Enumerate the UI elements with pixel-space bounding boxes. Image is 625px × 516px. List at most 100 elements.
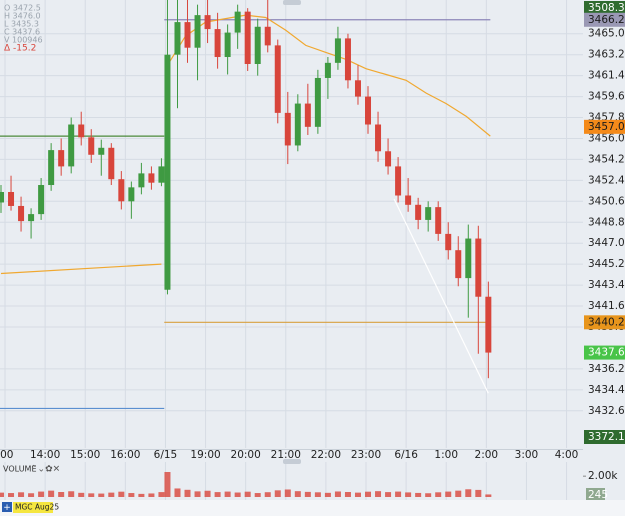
add-button[interactable] [2,502,12,512]
candle-body [234,11,241,33]
volume-badge [586,488,605,501]
volume-bar [375,491,382,497]
volume-bar [0,492,5,497]
price-badge-label: 3372.1 [588,431,625,443]
volume-bar [455,490,462,497]
drag-handle[interactable] [283,0,301,5]
candle-body [455,250,462,279]
candle-body [284,112,291,146]
x-tick-label: 14:00 [30,449,60,461]
y-tick-label: 3448.8 [588,216,625,228]
volume-bar [324,492,331,497]
volume-bar [264,492,271,497]
y-tick-label: 3441.6 [588,300,625,312]
candle-body [138,173,145,188]
x-tick-label: 23:00 [351,449,381,461]
candle-body [415,204,422,220]
candle-body [214,29,221,58]
candle-body [264,26,271,46]
y-tick-label: 3456.0 [588,132,625,144]
price-badge-label: 3466.2 [588,14,625,26]
drag-handle[interactable] [283,459,301,464]
volume-bar [415,492,422,497]
y-tick-label: 3436.2 [588,363,625,375]
price-badge-label: 3457.0 [588,121,625,133]
symbol: MGC Aug25 [15,503,59,512]
volume-bar [425,493,432,497]
volume-bar [68,491,75,497]
overlay-line [166,14,491,137]
volume-bar [254,493,261,497]
candle-body [108,147,115,180]
y-tick-label: 3450.6 [588,195,625,207]
volume-bar [214,492,221,497]
y-tick-label: 3443.4 [588,279,625,291]
info-close: C 3437.6 [4,28,40,37]
volume-bar [174,488,181,497]
candle-body [274,45,281,113]
candle-body [254,26,261,65]
volume-bar [365,491,372,497]
volume-bar [314,492,321,497]
info-high: H 3476.0 [4,12,41,21]
status-bar [0,500,625,516]
volume-bar [88,493,95,497]
x-tick-label: 2:00 [475,449,499,461]
volume-bar [128,493,135,497]
price-badge-label: 3508.3 [588,2,625,14]
candle-body [224,32,231,58]
volume-bar [194,491,201,497]
volume-bar [475,489,482,497]
candle-body [98,147,105,155]
volume-bar [158,492,165,497]
x-tick-label: 4:00 [555,449,579,461]
x-tick-label: 6/15 [154,449,178,461]
candle-body [314,77,321,127]
y-tick-label: 3432.6 [588,405,625,417]
candle-body [0,192,5,203]
candle-body [324,62,331,78]
candle-body [475,238,482,297]
candle-body [158,166,165,183]
candle-body [304,103,311,127]
candle-body [118,179,125,202]
candle-body [128,187,135,202]
candle-body [354,80,361,97]
candle-body [344,38,351,81]
volume-bar [445,491,452,497]
volume-bar [244,491,251,497]
volume-bar [28,493,35,497]
volume-bar [405,492,412,497]
candle-body [164,54,171,290]
volume-bar [8,493,15,497]
y-tick-label: 3447.0 [588,237,625,249]
price-badge [584,119,625,134]
volume-bar [344,492,351,497]
x-tick-label: 15:00 [70,449,100,461]
volume-bar [485,494,492,497]
pane-divider [0,449,583,450]
y-tick-label: 3463.2 [588,49,625,61]
candle-body [174,22,181,55]
candle-body [78,124,85,138]
candle-body [88,137,95,155]
volume-bar [204,490,211,497]
y-tick-label: 3445.2 [588,258,625,270]
candle-body [204,15,211,30]
pane-controls[interactable]: ⌃⌄✿✕ [30,465,60,475]
volume-bar [38,491,45,497]
volume-bar [385,492,392,497]
info-change: Δ -15.2 [4,44,36,54]
add-icon: + [3,503,11,513]
candle-body [194,15,201,48]
info-volume: V 100946 [4,36,43,45]
price-badge [584,315,625,330]
candle-body [385,151,392,167]
info-low: L 3435.3 [4,20,39,29]
symbol-tag[interactable] [13,502,53,513]
volume-bar [18,492,25,497]
x-tick-label: 1:00 [434,449,458,461]
x-tick-label: 22:00 [311,449,341,461]
